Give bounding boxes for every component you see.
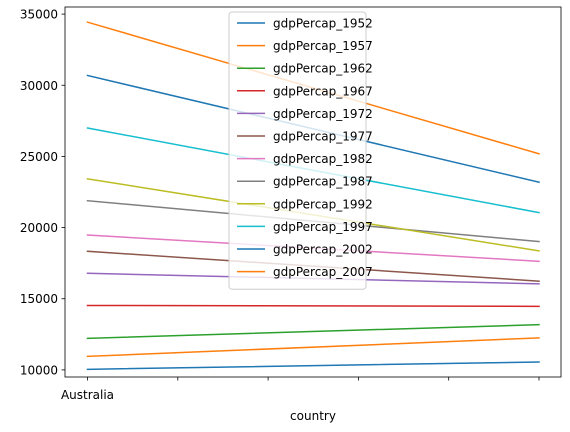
legend-label: gdpPercap_1982	[273, 152, 373, 166]
x-tick-label: Australia	[61, 388, 114, 402]
plot-frame	[64, 6, 562, 378]
legend-label: gdpPercap_1962	[273, 62, 373, 76]
y-tick-label: 25000	[20, 150, 58, 164]
y-tick-label: 30000	[20, 79, 58, 93]
y-tick-label: 20000	[20, 221, 58, 235]
legend-label: gdpPercap_1997	[273, 220, 373, 234]
y-tick-label: 35000	[20, 8, 58, 22]
legend-label: gdpPercap_1992	[273, 197, 373, 211]
x-axis-label: country	[290, 409, 336, 423]
legend-box	[228, 11, 367, 290]
legend-label: gdpPercap_1972	[273, 107, 373, 121]
legend-label: gdpPercap_2002	[273, 243, 373, 257]
legend-label: gdpPercap_1967	[273, 84, 373, 98]
plot-spines	[64, 6, 562, 378]
series-line-gdpPercap_1952	[86, 361, 540, 371]
legend-label: gdpPercap_2007	[273, 265, 373, 279]
legend-label: gdpPercap_1987	[273, 175, 373, 189]
legend-label: gdpPercap_1977	[273, 130, 373, 144]
series-line-gdpPercap_1967	[86, 304, 540, 308]
series-line-gdpPercap_1962	[86, 323, 540, 340]
legend: gdpPercap_1952 gdpPercap_1957 gdpPercap_19…	[228, 11, 373, 290]
legend-label: gdpPercap_1952	[273, 17, 373, 31]
y-axis: 10000 15000 20000 25000 30000 35000	[20, 8, 65, 377]
x-axis: Australia	[61, 377, 540, 402]
y-tick-label: 15000	[20, 292, 58, 306]
y-tick-label: 10000	[20, 363, 58, 377]
legend-label: gdpPercap_1957	[273, 39, 373, 53]
series-line-gdpPercap_1957	[86, 337, 540, 358]
